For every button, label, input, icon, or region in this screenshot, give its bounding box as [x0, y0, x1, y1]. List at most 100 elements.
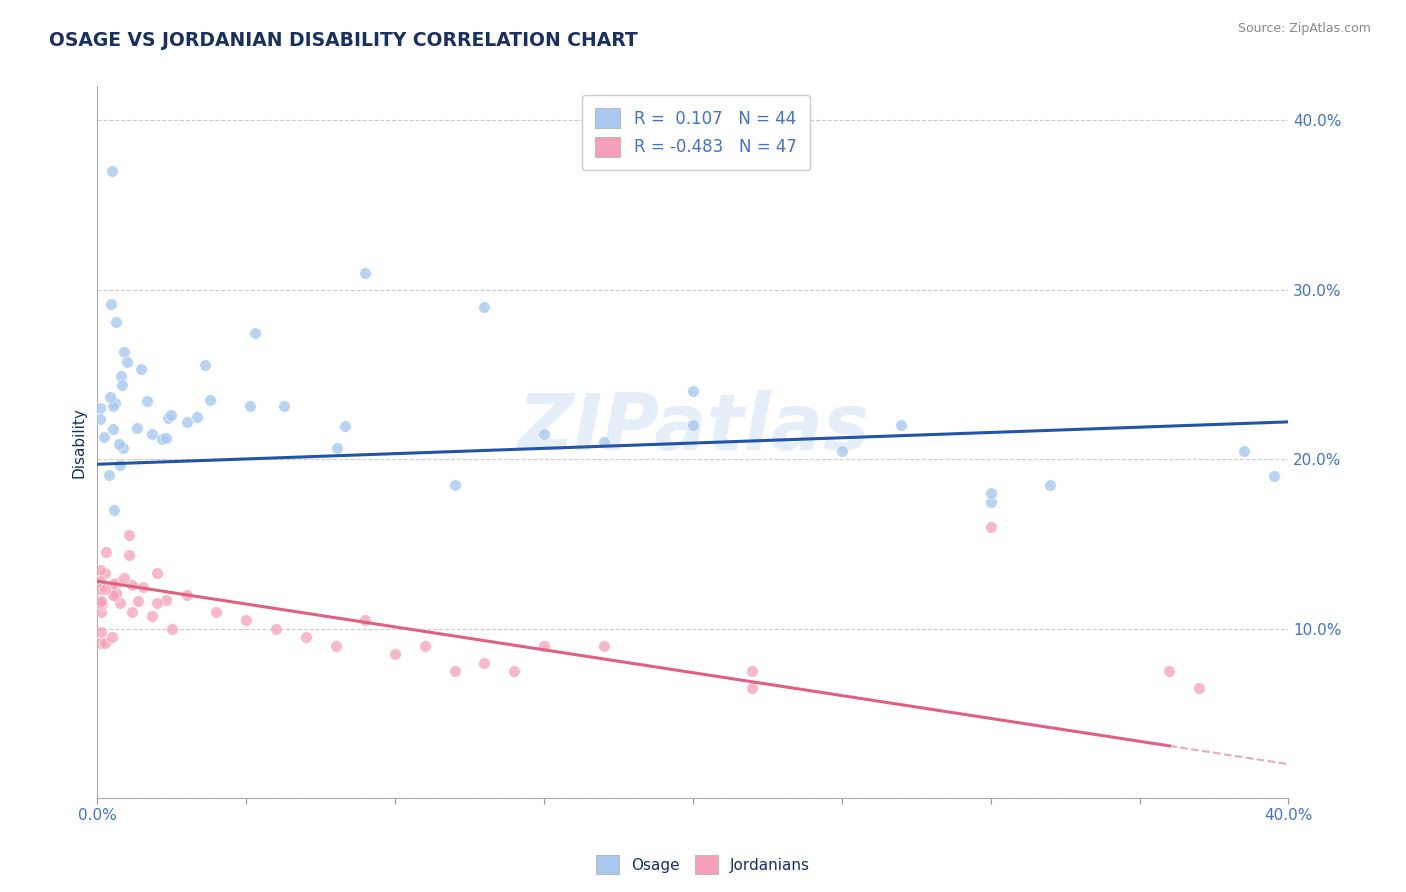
Point [156, 410, 179, 425]
Point [112, 345, 135, 359]
Point [94, 635, 117, 649]
Point [413, 639, 436, 653]
Point [104, 396, 127, 410]
Point [682, 384, 704, 399]
Point [239, 399, 262, 413]
Point [136, 393, 159, 408]
Point [741, 681, 763, 695]
Point [741, 664, 763, 678]
Point [115, 355, 138, 369]
Point [101, 630, 124, 644]
Point [90, 594, 112, 608]
Point [160, 408, 183, 422]
Point [100, 297, 122, 311]
Point [112, 441, 135, 455]
Point [127, 594, 149, 608]
Point [176, 588, 198, 602]
Point [89, 635, 111, 649]
Point [108, 596, 131, 610]
Text: ZIPatlas: ZIPatlas [517, 390, 869, 466]
Point [141, 608, 163, 623]
Point [89, 582, 111, 596]
Point [186, 410, 208, 425]
Point [96, 545, 118, 559]
Point [104, 589, 127, 603]
Y-axis label: Disability: Disability [72, 407, 86, 477]
Point [155, 592, 177, 607]
Point [354, 266, 377, 280]
Point [146, 566, 169, 580]
Point [105, 315, 128, 329]
Point [98, 390, 121, 404]
Point [474, 300, 496, 314]
Point [146, 596, 169, 610]
Point [443, 664, 465, 678]
Point [176, 415, 198, 429]
Point [980, 494, 1002, 508]
Point [111, 378, 134, 392]
Legend: Osage, Jordanians: Osage, Jordanians [589, 849, 817, 880]
Point [1263, 469, 1285, 483]
Point [101, 164, 124, 178]
Point [194, 358, 217, 372]
Point [132, 580, 155, 594]
Point [118, 528, 141, 542]
Point [890, 418, 912, 433]
Point [980, 520, 1002, 534]
Point [89, 597, 111, 611]
Point [94, 582, 117, 597]
Point [118, 549, 141, 563]
Point [90, 624, 112, 639]
Point [110, 458, 132, 473]
Point [101, 577, 124, 591]
Point [121, 605, 143, 619]
Text: OSAGE VS JORDANIAN DISABILITY CORRELATION CHART: OSAGE VS JORDANIAN DISABILITY CORRELATIO… [49, 31, 638, 50]
Point [89, 563, 111, 577]
Point [235, 613, 257, 627]
Point [89, 412, 111, 426]
Point [127, 420, 149, 434]
Point [90, 606, 112, 620]
Point [1233, 443, 1256, 458]
Point [682, 418, 704, 433]
Point [1188, 681, 1211, 695]
Point [108, 437, 131, 451]
Point [97, 468, 120, 483]
Point [243, 326, 266, 341]
Point [474, 656, 496, 670]
Point [325, 639, 347, 653]
Point [93, 566, 115, 581]
Point [105, 585, 128, 599]
Point [141, 426, 163, 441]
Point [205, 605, 228, 619]
Point [354, 613, 377, 627]
Point [980, 486, 1002, 500]
Point [101, 399, 124, 413]
Point [90, 598, 112, 612]
Point [831, 443, 853, 458]
Point [533, 639, 555, 653]
Point [129, 361, 152, 376]
Point [198, 392, 221, 407]
Point [155, 431, 177, 445]
Point [443, 477, 465, 491]
Legend: R =  0.107   N = 44, R = -0.483   N = 47: R = 0.107 N = 44, R = -0.483 N = 47 [582, 95, 810, 170]
Point [104, 575, 127, 590]
Point [1159, 664, 1181, 678]
Point [592, 639, 614, 653]
Point [101, 588, 124, 602]
Point [326, 441, 349, 455]
Point [273, 399, 295, 413]
Point [93, 430, 115, 444]
Point [294, 630, 316, 644]
Point [264, 622, 287, 636]
Point [103, 503, 125, 517]
Point [384, 647, 406, 661]
Point [333, 418, 356, 433]
Point [121, 578, 143, 592]
Point [112, 571, 135, 585]
Point [101, 422, 124, 436]
Point [1039, 477, 1062, 491]
Point [533, 426, 555, 441]
Point [89, 401, 111, 415]
